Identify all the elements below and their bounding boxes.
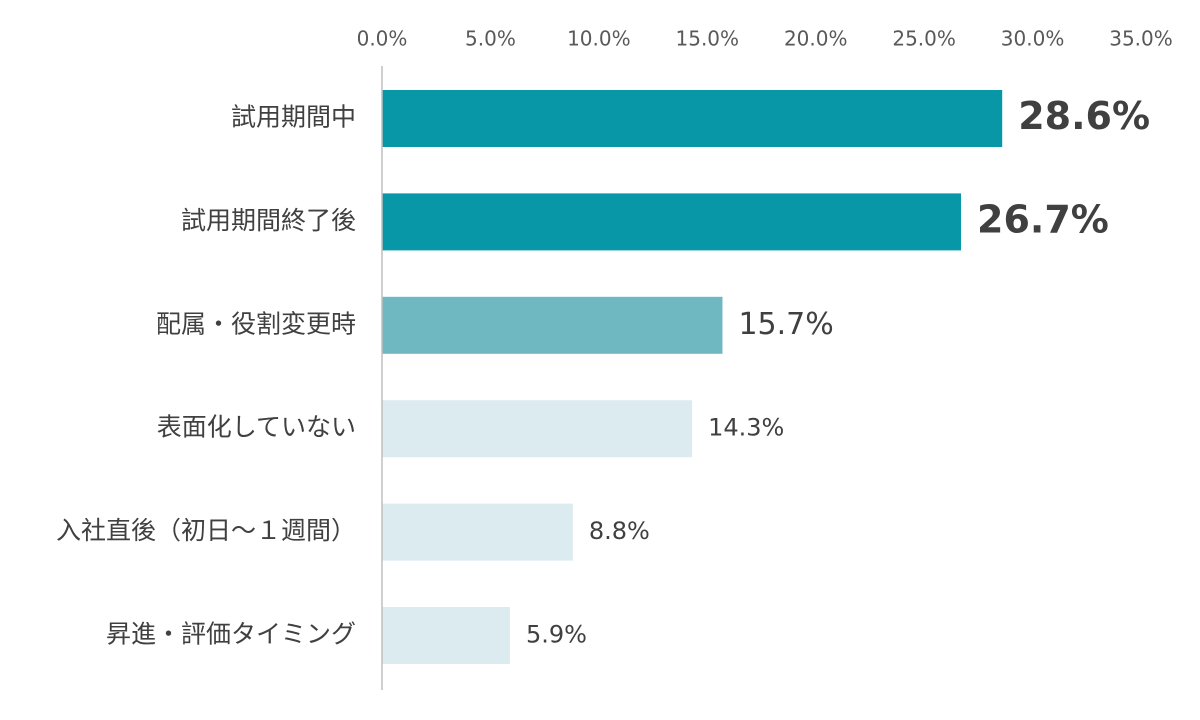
bar — [382, 296, 723, 354]
x-tick-label: 25.0% — [892, 27, 956, 51]
category-label: 昇進・評価タイミング — [106, 620, 356, 649]
category-label: 試用期間中 — [231, 103, 356, 132]
x-tick-label: 0.0% — [357, 27, 408, 51]
x-tick-label: 10.0% — [567, 27, 631, 51]
category-label: 試用期間終了後 — [181, 206, 356, 235]
category-label: 入社直後（初日～１週間） — [56, 516, 356, 545]
bar — [382, 90, 1003, 147]
bar — [382, 503, 573, 561]
bar — [382, 193, 962, 251]
data-label: 5.9% — [526, 621, 587, 649]
data-label: 26.7% — [977, 197, 1109, 241]
x-tick-label: 30.0% — [1001, 27, 1065, 51]
x-tick-label: 35.0% — [1109, 27, 1173, 51]
category-label: 表面化していない — [157, 413, 356, 442]
data-label: 28.6% — [1018, 94, 1150, 138]
data-label: 8.8% — [589, 517, 650, 545]
bar — [382, 607, 510, 664]
x-tick-label: 5.0% — [465, 27, 516, 51]
data-label: 15.7% — [738, 307, 833, 342]
x-tick-label: 15.0% — [676, 27, 740, 51]
category-label: 配属・役割変更時 — [156, 309, 356, 338]
x-tick-label: 20.0% — [784, 27, 848, 51]
bar — [382, 400, 693, 458]
data-label: 14.3% — [708, 414, 784, 442]
